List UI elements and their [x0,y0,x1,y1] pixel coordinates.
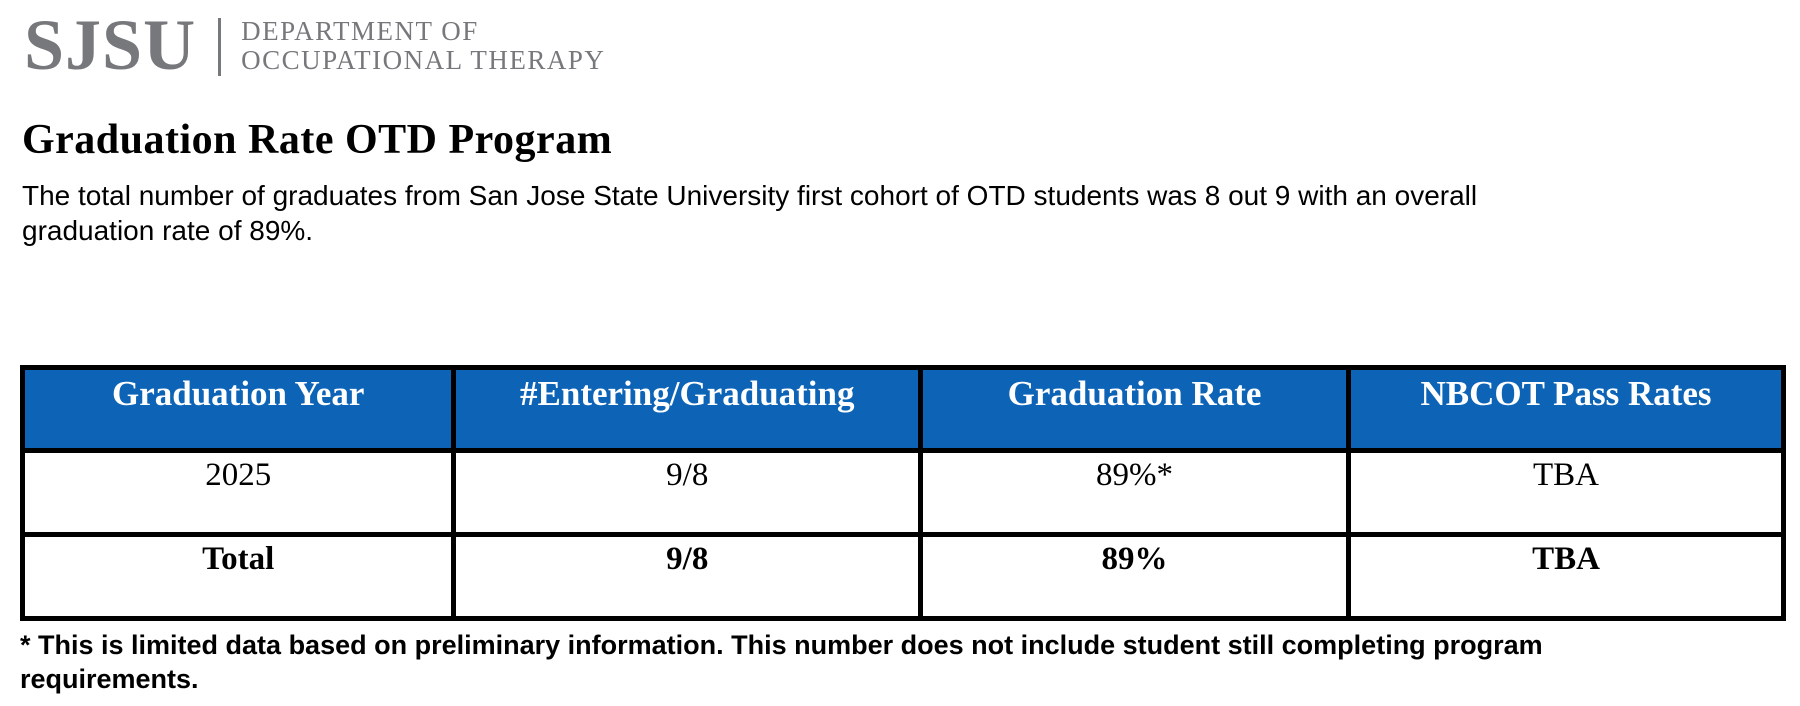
cell-year: 2025 [19,448,457,537]
department-name-line1: DEPARTMENT OF [241,16,479,46]
page-title: Graduation Rate OTD Program [22,117,613,163]
sjsu-logo-acronym: SJSU [24,5,197,85]
cell-total-label: Total [19,532,457,621]
table-row-2025: 2025 9/8 89%* TBA [19,448,1786,537]
cell-total-nbcot: TBA [1346,532,1786,621]
header-nbcot-pass-rates: NBCOT Pass Rates [1346,365,1786,453]
logo-divider [218,18,222,76]
header-graduation-rate: Graduation Rate [918,365,1352,453]
cell-graduation-rate: 89%* [918,448,1352,537]
table-row-total: Total 9/8 89% TBA [19,532,1786,621]
department-name: DEPARTMENT OF OCCUPATIONAL THERAPY [241,15,605,75]
cell-nbcot: TBA [1346,448,1786,537]
header-graduation-year: Graduation Year [19,365,457,453]
cell-total-entering-graduating: 9/8 [451,532,924,621]
header-entering-graduating: #Entering/Graduating [451,365,924,453]
cell-total-graduation-rate: 89% [918,532,1352,621]
cell-entering-graduating: 9/8 [451,448,924,537]
footnote: * This is limited data based on prelimin… [20,630,1543,694]
department-name-line2: OCCUPATIONAL THERAPY [241,45,606,75]
intro-paragraph: The total number of graduates from San J… [22,180,1478,246]
graduation-rate-table: Graduation Year #Entering/Graduating Gra… [19,365,1786,621]
table-header-row: Graduation Year #Entering/Graduating Gra… [19,365,1786,453]
university-logo: SJSU DEPARTMENT OF OCCUPATIONAL THERAPY [24,5,1800,85]
